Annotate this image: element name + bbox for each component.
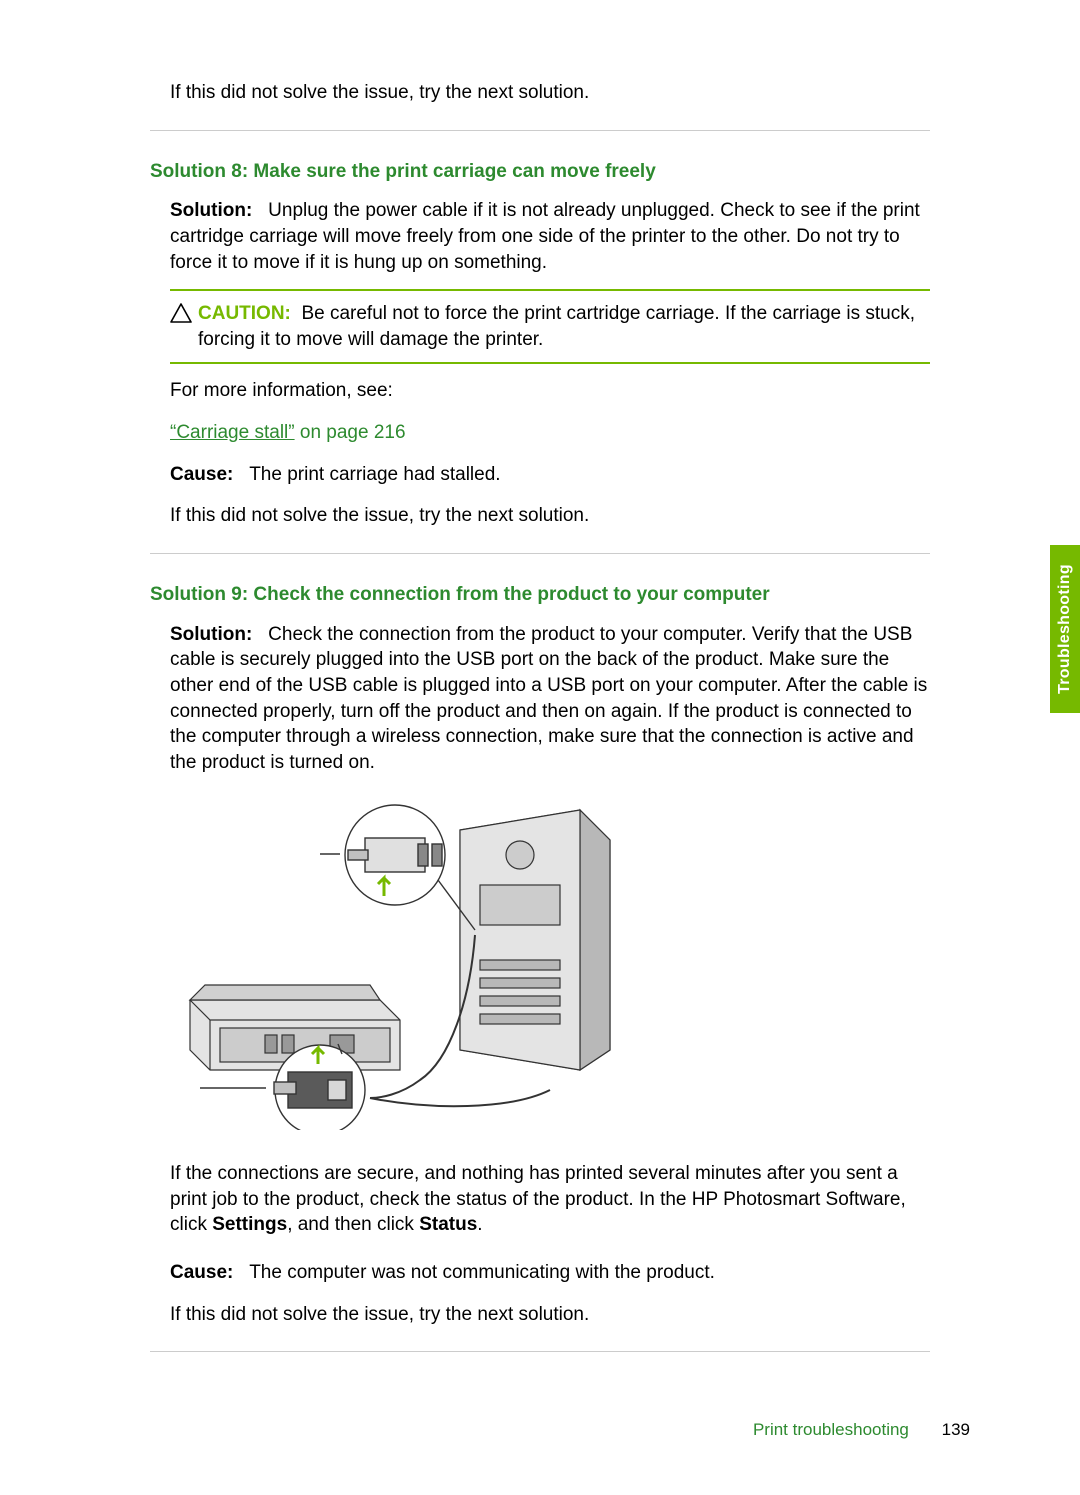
solution-8-cause: Cause: The print carriage had stalled. (170, 462, 930, 488)
divider (150, 130, 930, 131)
caution-text-block: CAUTION: Be careful not to force the pri… (198, 301, 930, 352)
page: If this did not solve the issue, try the… (0, 0, 1080, 1495)
caution-box: CAUTION: Be careful not to force the pri… (170, 289, 930, 364)
caution-top-rule (170, 289, 930, 291)
solution-8-not-solved: If this did not solve the issue, try the… (170, 503, 930, 529)
solution-8-body: Solution: Unplug the power cable if it i… (170, 198, 930, 275)
solution-9-heading: Solution 9: Check the connection from th… (150, 582, 930, 608)
divider (150, 553, 930, 554)
computer-port-callout (320, 805, 475, 930)
status-bold: Status (419, 1214, 477, 1235)
settings-bold: Settings (212, 1214, 287, 1235)
solution-9-text: Check the connection from the product to… (170, 624, 927, 773)
carriage-stall-link[interactable]: “Carriage stall” (170, 422, 295, 443)
cause-9-text: The computer was not communicating with … (249, 1262, 715, 1283)
side-tab-label: Troubleshooting (1056, 564, 1074, 694)
solution-9-not-solved: If this did not solve the issue, try the… (170, 1302, 930, 1328)
after-fig-post: . (477, 1214, 482, 1235)
footer-section: Print troubleshooting (753, 1420, 909, 1439)
usb-connection-figure (170, 800, 930, 1138)
solution-9-cause: Cause: The computer was not communicatin… (170, 1260, 930, 1286)
cause-label: Cause: (170, 464, 233, 485)
solution-9-after-figure: If the connections are secure, and nothi… (170, 1161, 930, 1238)
after-fig-mid: , and then click (287, 1214, 419, 1235)
caution-bottom-rule (170, 362, 930, 364)
caution-label: CAUTION: (198, 303, 291, 324)
footer-page-number: 139 (942, 1420, 970, 1439)
cause-label: Cause: (170, 1262, 233, 1283)
caution-icon (170, 301, 198, 352)
cause-8-text: The print carriage had stalled. (249, 464, 500, 485)
solution-9-body: Solution: Check the connection from the … (170, 622, 930, 776)
side-tab: Troubleshooting (1050, 545, 1080, 713)
computer-tower (460, 810, 610, 1070)
solution-label: Solution: (170, 200, 252, 221)
divider (150, 1351, 930, 1352)
solution-8-heading: Solution 8: Make sure the print carriage… (150, 159, 930, 185)
caution-text: Be careful not to force the print cartri… (198, 303, 915, 350)
solution-label: Solution: (170, 624, 252, 645)
footer: Print troubleshooting 139 (753, 1420, 970, 1440)
more-info-label: For more information, see: (170, 378, 930, 404)
content-area: If this did not solve the issue, try the… (170, 80, 930, 1352)
intro-not-solved: If this did not solve the issue, try the… (170, 80, 930, 106)
link-page-suffix: on page 216 (295, 422, 406, 443)
solution-8-text: Unplug the power cable if it is not alre… (170, 200, 920, 272)
cross-ref: “Carriage stall” on page 216 (170, 420, 930, 446)
